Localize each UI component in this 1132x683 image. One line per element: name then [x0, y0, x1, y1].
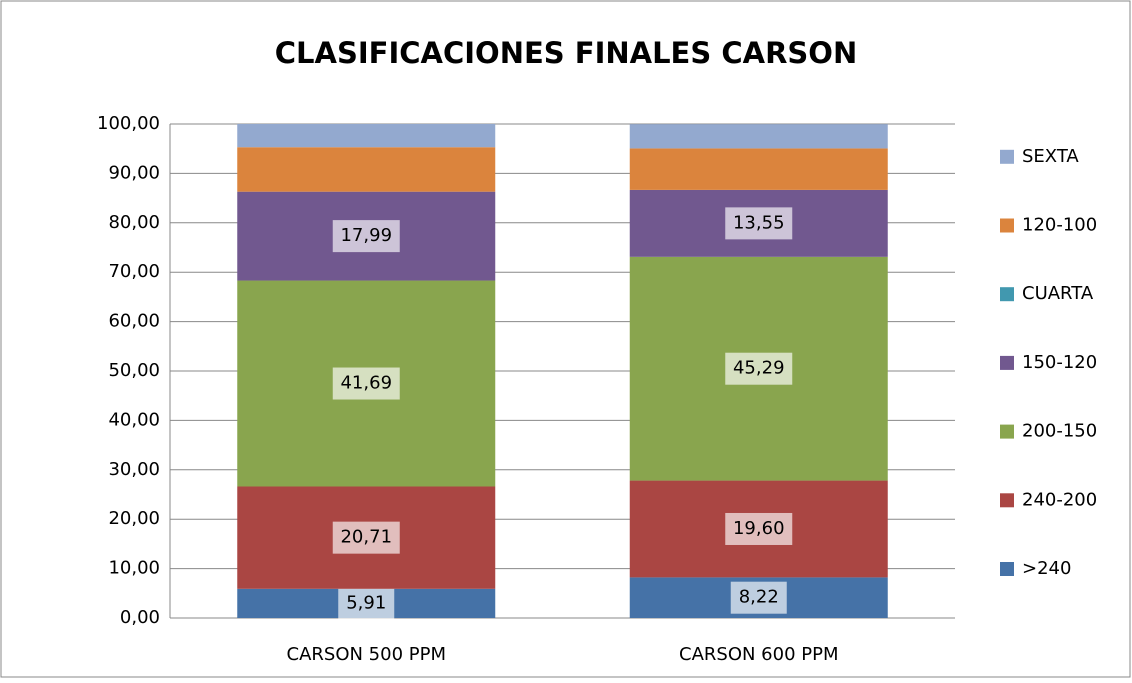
y-tick-label: 40,00 — [108, 409, 160, 430]
legend-label: SEXTA — [1022, 146, 1079, 167]
legend-label: CUARTA — [1022, 283, 1094, 304]
data-label: 17,99 — [340, 225, 392, 246]
legend-swatch — [1000, 493, 1014, 508]
y-tick-label: 100,00 — [97, 113, 160, 134]
y-tick-label: 0,00 — [120, 607, 160, 628]
legend-swatch — [1000, 562, 1014, 576]
bar-segment — [629, 124, 888, 149]
legend-swatch — [1000, 149, 1014, 164]
legend-label: >240 — [1022, 558, 1071, 579]
data-label-box — [332, 367, 400, 400]
x-tick-label: CARSON 600 PPM — [679, 644, 839, 665]
legend-label: 240-200 — [1022, 489, 1097, 510]
legend-label: 120-100 — [1022, 215, 1097, 236]
data-label: 8,22 — [739, 587, 779, 608]
bar-segment — [629, 148, 888, 190]
legend-swatch — [1000, 218, 1014, 233]
legend-label: 200-150 — [1022, 421, 1097, 442]
y-tick-label: 70,00 — [108, 261, 160, 282]
data-label-box — [332, 521, 400, 554]
y-tick-label: 30,00 — [108, 459, 160, 480]
data-label: 19,60 — [733, 518, 785, 539]
bar-segment — [237, 147, 496, 192]
data-label: 41,69 — [340, 373, 392, 394]
y-tick-label: 90,00 — [108, 162, 160, 183]
data-label-box — [725, 352, 793, 385]
x-tick-label: CARSON 500 PPM — [287, 644, 447, 665]
data-label-box — [332, 220, 400, 253]
chart-title: CLASIFICACIONES FINALES CARSON — [275, 36, 857, 70]
data-label-box — [730, 581, 787, 614]
y-tick-label: 20,00 — [108, 508, 160, 529]
bar-segment — [237, 124, 496, 148]
y-tick-label: 10,00 — [108, 558, 160, 579]
data-label-box — [338, 587, 395, 620]
data-label: 5,91 — [346, 592, 386, 613]
data-label: 20,71 — [340, 527, 392, 548]
legend-label: 150-120 — [1022, 352, 1097, 373]
data-label: 45,29 — [733, 358, 785, 379]
legend-swatch — [1000, 355, 1014, 370]
y-tick-label: 60,00 — [108, 311, 160, 332]
legend-swatch — [1000, 287, 1014, 302]
data-label-box — [725, 207, 793, 240]
data-label: 13,55 — [733, 212, 785, 233]
data-label-box — [725, 512, 793, 545]
y-tick-label: 80,00 — [108, 212, 160, 233]
y-tick-label: 50,00 — [108, 360, 160, 381]
legend-swatch — [1000, 424, 1014, 439]
